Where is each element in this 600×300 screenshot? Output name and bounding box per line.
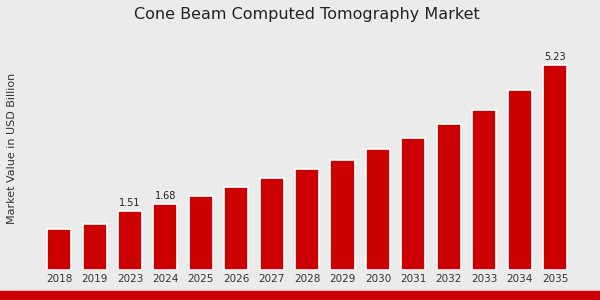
Text: 1.51: 1.51 [119, 198, 141, 208]
Bar [401, 138, 425, 270]
Bar [295, 169, 319, 270]
Bar [437, 124, 461, 270]
Text: 1.68: 1.68 [155, 191, 176, 201]
Bar [83, 224, 107, 270]
Bar [118, 211, 142, 270]
Bar [47, 229, 71, 270]
Bar [472, 110, 496, 270]
Bar [224, 187, 248, 270]
Bar [543, 65, 567, 270]
Bar [331, 160, 355, 270]
Title: Cone Beam Computed Tomography Market: Cone Beam Computed Tomography Market [134, 7, 480, 22]
Bar [260, 178, 284, 270]
Bar [508, 90, 532, 270]
Bar [189, 196, 213, 270]
Bar [154, 204, 178, 270]
Y-axis label: Market Value in USD Billion: Market Value in USD Billion [7, 73, 17, 224]
Bar [366, 148, 390, 270]
Text: 5.23: 5.23 [544, 52, 566, 62]
